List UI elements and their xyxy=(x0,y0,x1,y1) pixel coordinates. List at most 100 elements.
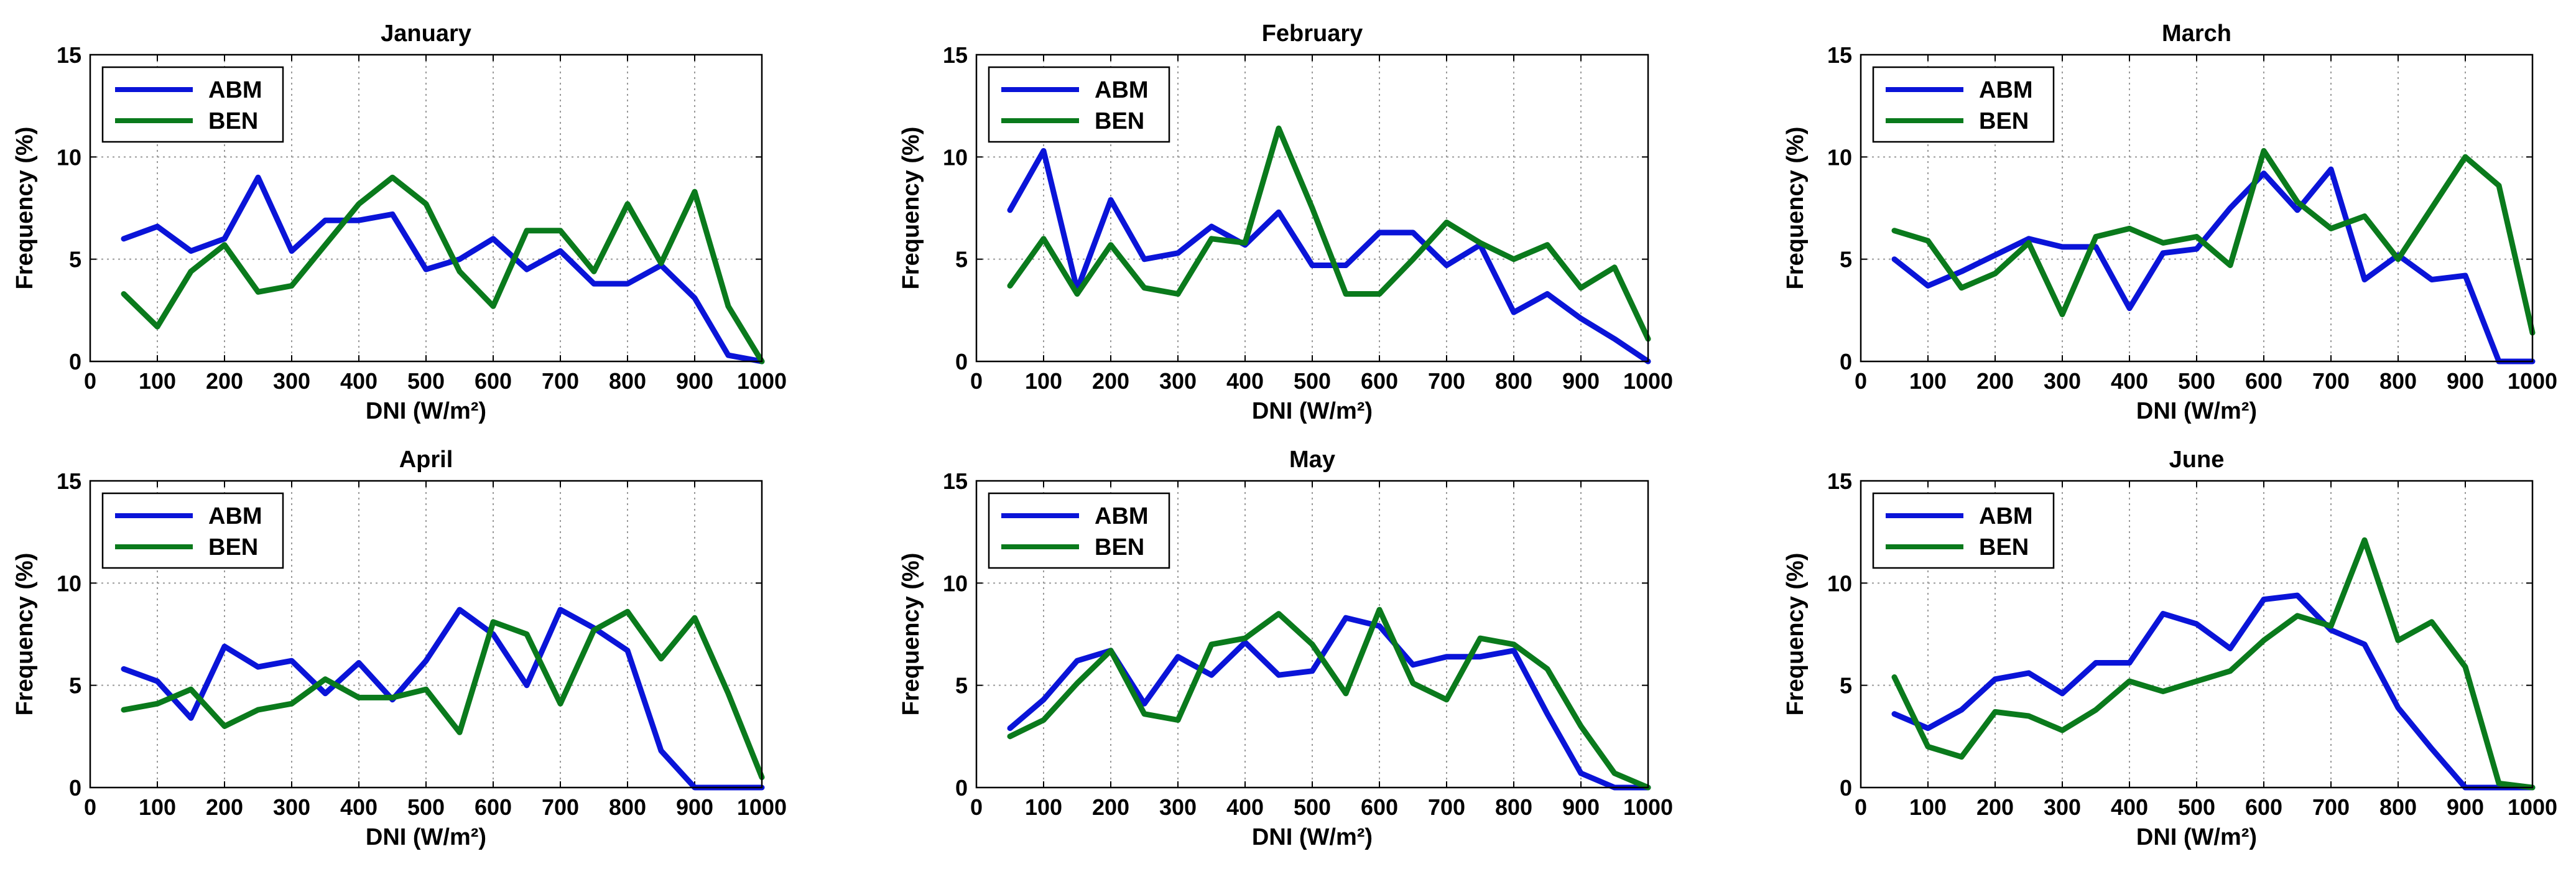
x-tick-label: 0 xyxy=(84,794,96,820)
legend: ABM BEN xyxy=(101,492,284,569)
y-tick-label: 15 xyxy=(1827,468,1852,494)
series-line-abm xyxy=(1891,166,2536,365)
x-axis-label: DNI (W/m²) xyxy=(1252,398,1373,424)
series-line-ben xyxy=(121,608,765,781)
x-tick-label: 500 xyxy=(1294,368,1331,394)
legend-label-abm: ABM xyxy=(208,77,262,103)
x-axis-label: DNI (W/m²) xyxy=(366,824,486,850)
chart-title: January xyxy=(381,21,471,47)
x-tick-label: 700 xyxy=(542,794,579,820)
x-tick-label: 1000 xyxy=(737,794,787,820)
legend-box xyxy=(1872,66,2055,143)
x-tick-label: 300 xyxy=(2044,368,2081,394)
y-tick-label: 0 xyxy=(955,349,968,374)
x-tick-label: 700 xyxy=(542,368,579,394)
y-tick-label: 10 xyxy=(57,570,81,596)
y-tick-label: 5 xyxy=(69,247,81,272)
y-tick-label: 15 xyxy=(943,42,968,68)
x-tick-label: 500 xyxy=(2178,368,2215,394)
x-tick-label: 800 xyxy=(609,368,646,394)
y-tick-label: 10 xyxy=(943,570,968,596)
x-tick-label: 300 xyxy=(1159,368,1197,394)
x-tick-label: 200 xyxy=(1976,368,2014,394)
axes-box xyxy=(975,480,1649,789)
x-axis-label: DNI (W/m²) xyxy=(366,398,486,424)
chart-april: 0 100 200 300 400 500 600 700 800 900 1000 0 5 10 15 Ap… xyxy=(12,447,787,850)
x-tick-label: 900 xyxy=(1562,794,1600,820)
chart-title: May xyxy=(1289,447,1335,473)
legend-box xyxy=(988,492,1170,569)
legend: ABM BEN xyxy=(1872,492,2055,569)
y-tick-label: 0 xyxy=(1840,349,1852,374)
x-axis-label: DNI (W/m²) xyxy=(1252,824,1373,850)
x-tick-label: 0 xyxy=(1855,794,1867,820)
x-tick-label: 100 xyxy=(1909,368,1947,394)
x-tick-label: 300 xyxy=(273,368,310,394)
x-tick-label: 100 xyxy=(1025,794,1062,820)
series-line-ben xyxy=(1007,125,1651,342)
chart-february: 0 100 200 300 400 500 600 700 800 900 1000 0 5 10 15 Fe… xyxy=(898,21,1673,424)
y-tick-label: 15 xyxy=(1827,42,1852,68)
x-tick-label: 900 xyxy=(2447,368,2484,394)
y-tick-label: 10 xyxy=(1827,144,1852,170)
legend-label-abm: ABM xyxy=(208,503,262,529)
y-tick-label: 15 xyxy=(943,468,968,494)
legend-box xyxy=(101,492,284,569)
y-tick-label: 15 xyxy=(57,468,81,494)
legend: ABM BEN xyxy=(988,66,1170,143)
x-tick-label: 0 xyxy=(1855,368,1867,394)
legend: ABM BEN xyxy=(1872,66,2055,143)
legend-box xyxy=(988,66,1170,143)
x-tick-label: 800 xyxy=(2379,368,2417,394)
series-line-abm xyxy=(121,607,765,791)
x-tick-label: 0 xyxy=(970,794,983,820)
y-tick-label: 0 xyxy=(955,775,968,801)
x-tick-label: 300 xyxy=(2044,794,2081,820)
x-tick-label: 900 xyxy=(2447,794,2484,820)
chart-march: 0 100 200 300 400 500 600 700 800 900 1000 0 5 10 15 Ma… xyxy=(1782,21,2557,424)
x-tick-label: 600 xyxy=(475,368,512,394)
x-axis-label: DNI (W/m²) xyxy=(2136,824,2257,850)
chart-june: 0 100 200 300 400 500 600 700 800 900 1000 0 5 10 15 Ju… xyxy=(1782,447,2557,850)
y-axis-label: Frequency (%) xyxy=(12,127,38,290)
x-tick-label: 400 xyxy=(1226,794,1264,820)
y-tick-label: 5 xyxy=(1840,673,1852,699)
series-line-abm xyxy=(1007,148,1651,365)
y-tick-label: 10 xyxy=(943,144,968,170)
y-axis-label: Frequency (%) xyxy=(1782,553,1809,716)
y-tick-label: 15 xyxy=(57,42,81,68)
x-tick-label: 1000 xyxy=(737,368,787,394)
x-tick-label: 400 xyxy=(340,368,378,394)
x-tick-label: 900 xyxy=(676,794,713,820)
x-tick-label: 200 xyxy=(1092,794,1129,820)
x-tick-label: 500 xyxy=(407,794,445,820)
x-tick-label: 600 xyxy=(475,794,512,820)
x-tick-label: 1000 xyxy=(2508,368,2557,394)
x-tick-label: 200 xyxy=(1092,368,1129,394)
y-tick-label: 5 xyxy=(69,673,81,699)
y-tick-label: 5 xyxy=(955,247,968,272)
x-tick-label: 800 xyxy=(1495,794,1532,820)
legend-label-abm: ABM xyxy=(1979,77,2033,103)
x-tick-label: 700 xyxy=(2312,368,2350,394)
y-tick-label: 5 xyxy=(1840,247,1852,272)
y-axis-label: Frequency (%) xyxy=(1782,127,1809,290)
x-tick-label: 700 xyxy=(1428,368,1465,394)
x-tick-label: 400 xyxy=(2111,794,2148,820)
chart-title: March xyxy=(2162,21,2231,47)
legend-label-ben: BEN xyxy=(1095,108,1144,134)
y-axis-label: Frequency (%) xyxy=(898,553,924,716)
x-tick-label: 0 xyxy=(84,368,96,394)
chart-title: February xyxy=(1262,21,1363,47)
legend-box xyxy=(101,66,284,143)
chart-title: June xyxy=(2169,447,2225,473)
y-tick-label: 0 xyxy=(1840,775,1852,801)
x-tick-label: 400 xyxy=(340,794,378,820)
series-line-ben xyxy=(121,174,765,365)
x-tick-label: 1000 xyxy=(1623,368,1673,394)
x-tick-label: 700 xyxy=(2312,794,2350,820)
x-tick-label: 100 xyxy=(1025,368,1062,394)
x-tick-label: 600 xyxy=(2245,368,2282,394)
x-tick-label: 500 xyxy=(1294,794,1331,820)
x-tick-label: 200 xyxy=(1976,794,2014,820)
